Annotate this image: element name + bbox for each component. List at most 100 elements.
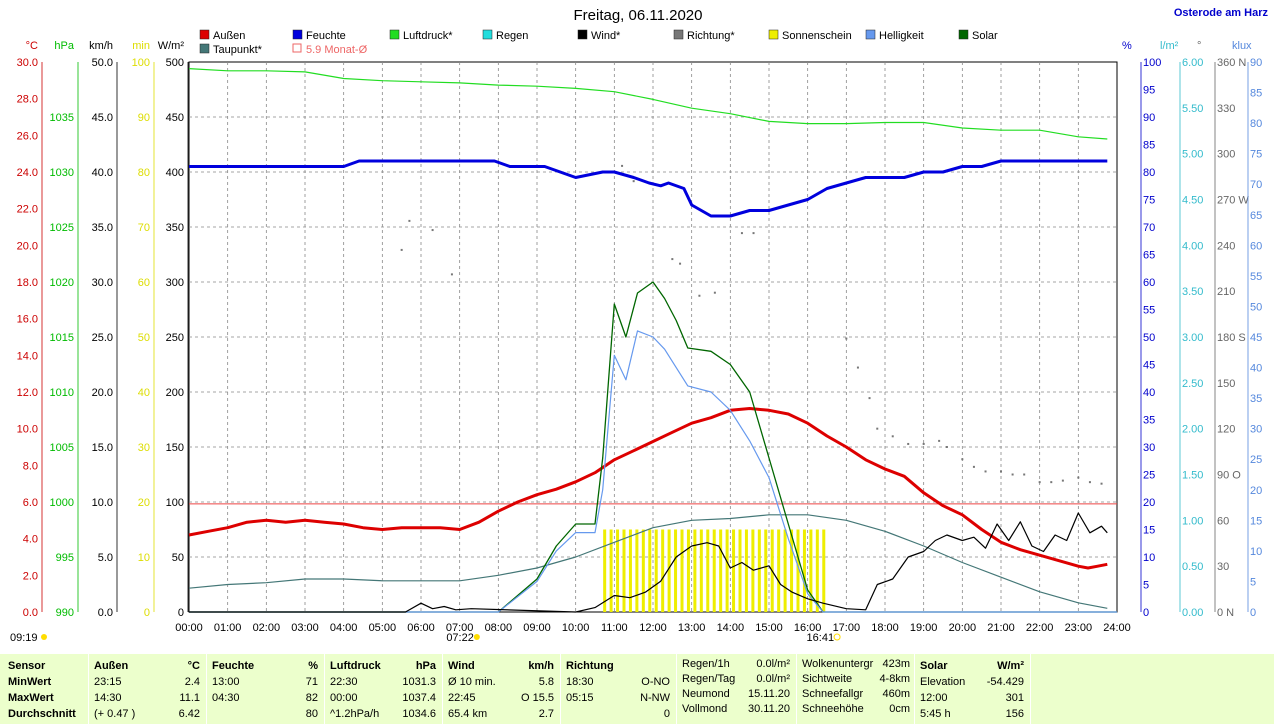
axis-tick-label: 150: [1217, 378, 1235, 390]
stats-sensor: Sensor MinWert MaxWert Durchschnitt: [6, 658, 78, 722]
direction-point: [856, 366, 859, 369]
axis-tick-label: 270 W: [1217, 195, 1249, 207]
axis-tick-label: 40: [1250, 363, 1262, 375]
stats-header: Richtung: [566, 660, 614, 672]
time-tick-label: 07:00: [446, 622, 474, 634]
axis-tick-label: 20: [1143, 497, 1155, 509]
axis-tick-label: 350: [166, 222, 184, 234]
axis-tick-label: 80: [1143, 167, 1155, 179]
axis-tick-label: 330: [1217, 103, 1235, 115]
legend-swatch: [292, 43, 302, 53]
axis-tick-label: 3.50: [1182, 286, 1203, 298]
axis-tick-label: 35: [1143, 415, 1155, 427]
axis-tick-label: 4.0: [23, 534, 38, 546]
axis-tick-label: 0: [1143, 607, 1149, 619]
time-tick-label: 06:00: [407, 622, 435, 634]
stat-value: 30.11.20: [747, 703, 790, 715]
direction-point: [1023, 473, 1026, 476]
axis-tick-label: 100: [132, 57, 150, 69]
axis-tick-label: 150: [166, 442, 184, 454]
axis-unit: hPa: [54, 40, 74, 52]
time-tick-label: 13:00: [678, 622, 706, 634]
stat-time: 22:45: [448, 692, 476, 704]
direction-point: [752, 232, 755, 235]
axis-tick-label: 5: [1250, 576, 1256, 588]
time-tick-label: 12:00: [639, 622, 667, 634]
stats-regen: Regen/1h 0.0l/m² Regen/Tag 0.0l/m² Neumond…: [680, 657, 792, 717]
current-time-label: 09:19: [10, 632, 38, 644]
axis-tick-label: 80: [1250, 118, 1262, 130]
axis-tick-label: 0 N: [1217, 607, 1234, 619]
stat-time: 18:30: [566, 676, 594, 688]
axis-tick-label: 210: [1217, 286, 1235, 298]
axis-unit: min: [132, 40, 150, 52]
axis-tick-label: 25.0: [92, 332, 113, 344]
axis-tick-label: 14.0: [17, 350, 38, 362]
direction-point: [1077, 476, 1080, 479]
stat-time: 22:30: [330, 676, 358, 688]
axis-tick-label: 15.0: [92, 442, 113, 454]
direction-point: [1000, 470, 1002, 473]
axis-tick-label: 35: [1250, 393, 1262, 405]
axis-tick-label: 4.50: [1182, 195, 1203, 207]
direction-point: [679, 262, 682, 265]
direction-point: [845, 337, 848, 340]
stat-label: Elevation: [920, 676, 966, 688]
stat-time: 04:30: [212, 692, 240, 704]
axis-tick-label: 1015: [50, 332, 74, 344]
plot-area: [188, 68, 1117, 613]
legend-label: Taupunkt*: [213, 44, 263, 56]
axis-tick-label: 6.0: [23, 497, 38, 509]
axis-tick-label: 5.50: [1182, 103, 1203, 115]
stat-value: O-NO: [641, 676, 670, 688]
time-tick-label: 17:00: [833, 622, 861, 634]
stats-unit: °C: [187, 660, 200, 672]
axis-tick-label: 40.0: [92, 167, 113, 179]
axis-tick-label: 80: [138, 167, 150, 179]
stat-value: 0.0l/m²: [756, 673, 790, 685]
axis-tick-label: 15: [1250, 515, 1262, 527]
time-tick-label: 24:00: [1103, 622, 1131, 634]
axis-tick-label: 45: [1143, 360, 1155, 372]
axis-tick-label: 26.0: [17, 130, 38, 142]
stats-header: Sensor: [8, 660, 46, 672]
row-label: Durchschnitt: [8, 708, 76, 720]
axis-tick-label: 300: [166, 277, 184, 289]
axis-tick-label: 0.0: [23, 607, 38, 619]
axis-tick-label: 95: [1143, 85, 1155, 97]
axis-tick-label: 300: [1217, 149, 1235, 161]
axis-tick-label: 24.0: [17, 167, 38, 179]
axis-tick-label: 55: [1250, 271, 1262, 283]
axis-tick-label: 20: [1250, 485, 1262, 497]
series-line-solar: [189, 281, 1117, 613]
axis-tick-label: 60: [138, 277, 150, 289]
axis-tick-label: 30: [138, 442, 150, 454]
legend-label: Helligkeit: [879, 30, 924, 42]
axis-tick-label: 400: [166, 167, 184, 179]
time-tick-label: 01:00: [214, 622, 242, 634]
time-tick-label: 20:00: [949, 622, 977, 634]
legend-label: 5.9 Monat-Ø: [306, 44, 368, 56]
direction-point: [938, 439, 941, 442]
axis-tick-label: 35.0: [92, 222, 113, 234]
axis-tick-label: 60: [1143, 277, 1155, 289]
axis-tick-label: 5: [1143, 580, 1149, 592]
axis-tick-label: 0: [1250, 607, 1256, 619]
stat-time: 00:00: [330, 692, 358, 704]
axis-tick-label: 20: [138, 497, 150, 509]
legend-label: Außen: [213, 30, 245, 42]
stat-value: 2.4: [184, 676, 200, 688]
axis-tick-label: 10.0: [92, 497, 113, 509]
direction-point: [1088, 481, 1091, 484]
location-label: Osterode am Harz: [1174, 7, 1269, 19]
stat-time: 12:00: [920, 692, 948, 704]
direction-point: [431, 229, 434, 232]
stats-richtung: Richtung 18:30 O-NO 05:15 N-NW 0: [564, 658, 672, 722]
axis-tick-label: 100: [166, 497, 184, 509]
stats-unit: km/h: [528, 660, 554, 672]
stats-luftdruck: Luftdruck hPa 22:30 1031.3 00:00 1037.4 ^1.…: [328, 658, 438, 722]
series-line-taupunkt: [188, 514, 1108, 609]
legend-swatch: [958, 29, 969, 40]
axis-tick-label: 990: [56, 607, 74, 619]
stat-label: Neumond: [682, 688, 730, 700]
